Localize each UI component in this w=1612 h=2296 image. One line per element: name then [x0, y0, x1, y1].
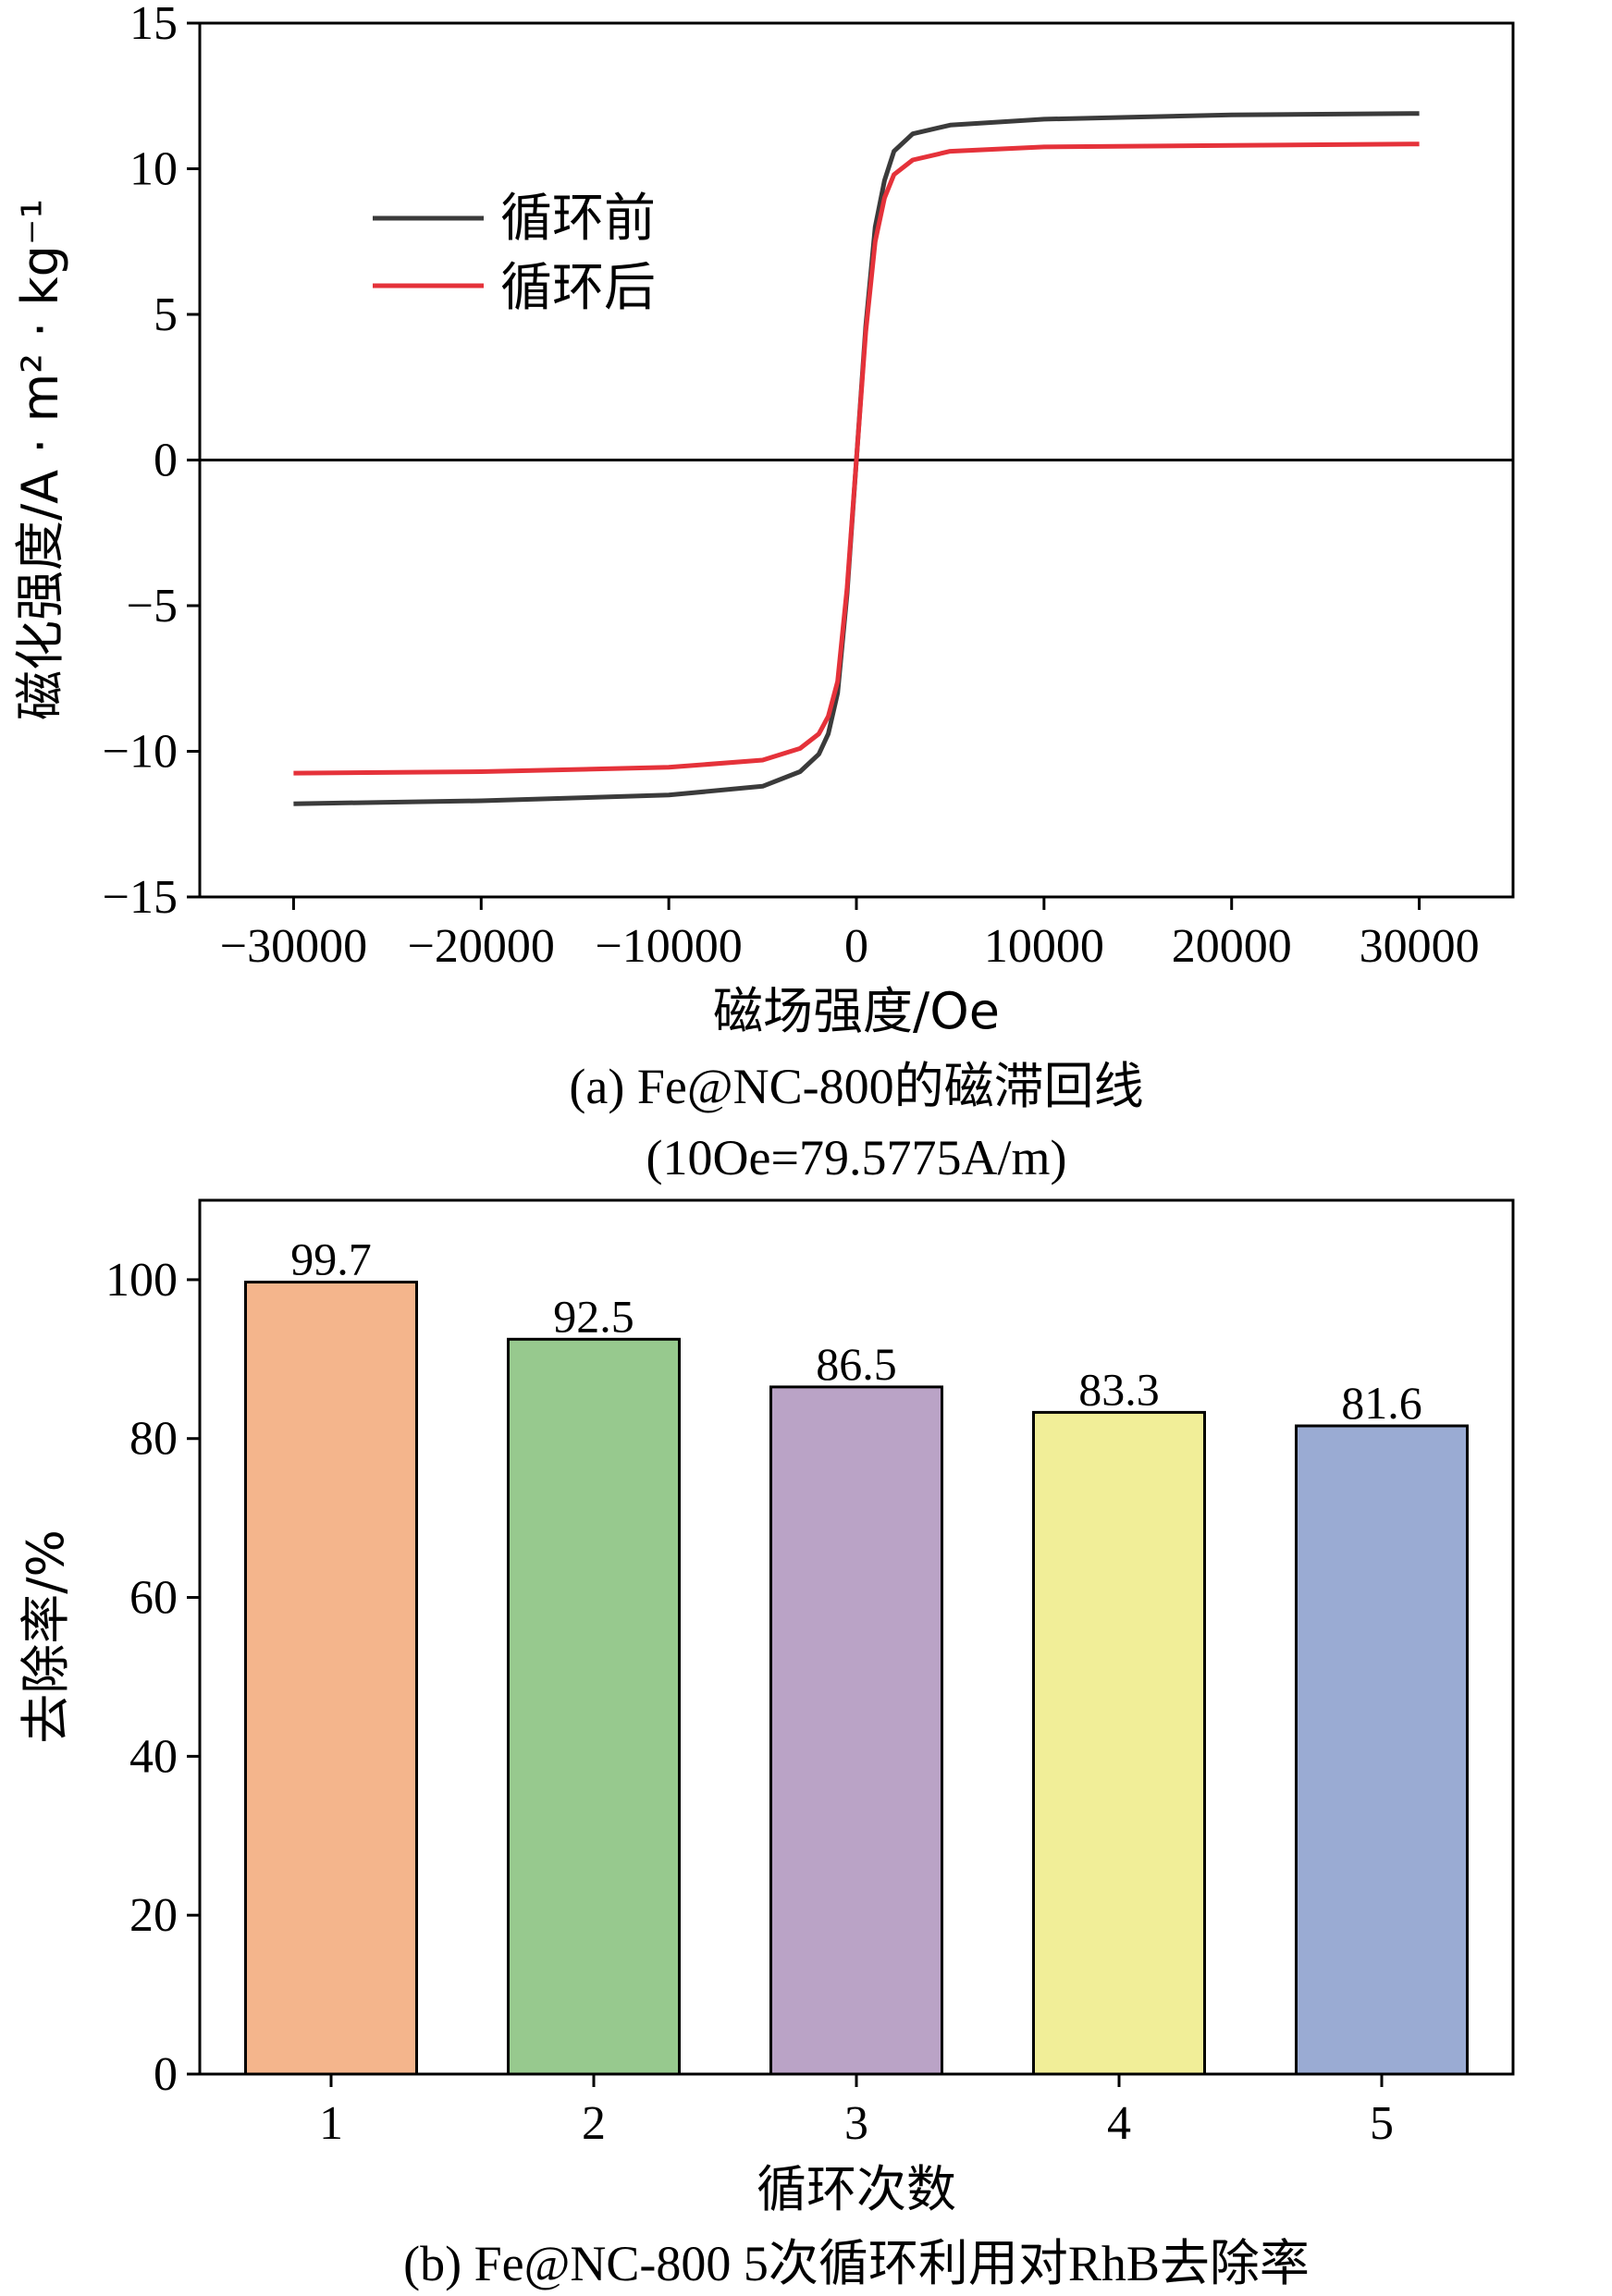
y-tick-label: 100 [105, 1254, 178, 1307]
x-tick-label: 20000 [1172, 920, 1292, 973]
x-tick-label: 0 [844, 920, 868, 973]
bar-value-label: 92.5 [553, 1290, 634, 1342]
series-line-after [293, 141, 1420, 776]
bar-cycle-3 [769, 1385, 943, 2076]
y-tick-label: 40 [129, 1730, 178, 1783]
y-tick-label: 5 [154, 289, 178, 341]
bar-cycle-5 [1295, 1424, 1469, 2076]
y-tick-label: 15 [129, 0, 178, 50]
legend: 循环前 循环后 [373, 189, 656, 318]
x-tick-label: 4 [1107, 2097, 1131, 2150]
x-tick-label: 2 [582, 2097, 606, 2150]
caption-a-note: (10Oe=79.5775A/m) [646, 1130, 1067, 1185]
x-tick-label: 10000 [984, 920, 1104, 973]
x-axis-title-b: 循环次数 [757, 2160, 956, 2218]
x-tick-label: 5 [1370, 2097, 1394, 2150]
bar-value-label: 81.6 [1341, 1377, 1422, 1429]
x-axis-title-a: 磁场强度/Oe [713, 982, 1000, 1040]
x-tick-label: 30000 [1360, 920, 1480, 973]
y-axis-title-b: 去除率/% [17, 1529, 75, 1744]
caption-a: (a) Fe@NC-800的磁滞回线 [569, 1059, 1143, 1114]
y-axis-title-a: 磁化强度/A · m² · kg⁻¹ [11, 199, 69, 720]
caption-b: (b) Fe@NC-800 5次循环利用对RhB去除率 [403, 2236, 1310, 2291]
x-tick-label: 1 [319, 2097, 343, 2150]
bar-cycle-2 [507, 1337, 681, 2076]
x-tick-label: −30000 [220, 920, 367, 973]
hysteresis-loop-chart: 循环前 循环后 −30000 −20000 −10000 0 10000 20000 300… [11, 0, 1515, 1185]
y-tick-label: 0 [154, 435, 178, 487]
bar-cycle-4 [1032, 1410, 1206, 2076]
y-tick-label: −10 [103, 726, 178, 779]
legend-label-before: 循环前 [500, 189, 656, 249]
x-tick-label: 3 [844, 2097, 868, 2150]
x-tick-label: −20000 [408, 920, 555, 973]
y-tick-label: 60 [129, 1572, 178, 1625]
bar-value-label: 83.3 [1078, 1363, 1160, 1415]
y-tick-label: 20 [129, 1889, 178, 1942]
y-tick-label: 80 [129, 1413, 178, 1466]
y-tick-label: 0 [154, 2048, 178, 2101]
y-tick-label: −15 [103, 871, 178, 924]
legend-label-after: 循环后 [500, 258, 656, 318]
bar-value-label: 99.7 [290, 1233, 372, 1284]
x-tick-label: −10000 [595, 920, 742, 973]
bar-value-label: 86.5 [816, 1338, 897, 1390]
bar-cycle-1 [244, 1281, 418, 2076]
y-tick-label: −5 [127, 580, 178, 632]
y-tick-label: 10 [129, 143, 178, 196]
